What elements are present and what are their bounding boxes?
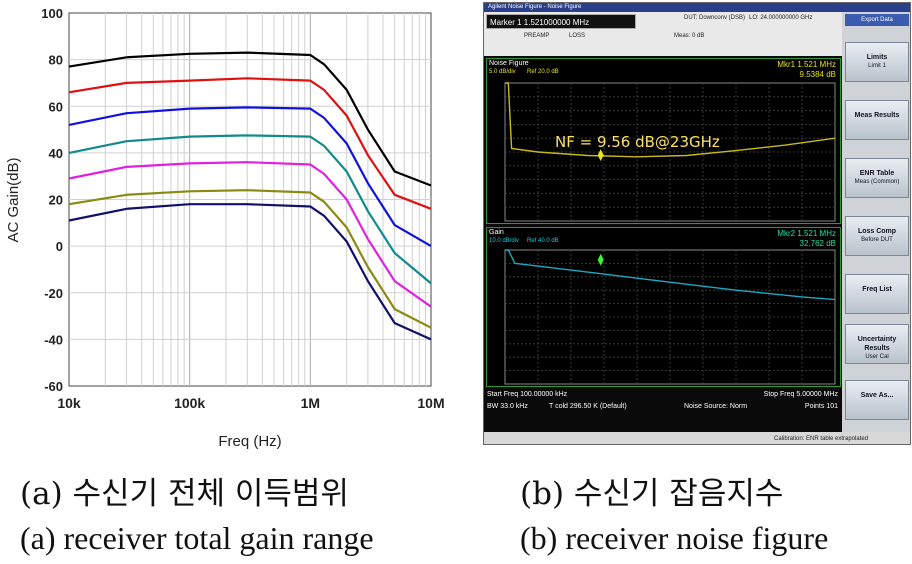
stop-freq: Stop Freq 5.00000 MHz [763,391,838,398]
x-tick-label: 1M [301,395,320,411]
status-bar: Calibration: ENR table extrapolated [484,432,910,444]
y-tick-label: 20 [49,193,63,208]
uncertainty-sub: User Cal [865,354,889,360]
y-tick-label: 60 [49,99,63,114]
nf-annotation: NF = 9.56 dB@23GHz [555,133,720,151]
bandwidth: BW 33.0 kHz [487,403,528,410]
y-tick-label: 40 [49,146,63,161]
save-as-softkey[interactable]: Save As... [845,380,909,420]
nf-scale: 5.0 dB/div [489,69,516,75]
limits-label: Limits [866,54,888,61]
meas-results-softkey[interactable]: Meas Results [845,100,909,140]
series-line-4 [68,134,432,285]
x-tick-label: 10M [417,395,444,411]
uncertainty-label: Uncertainty Results [857,336,897,352]
caption-b-korean: (b) 수신기 잡음지수 [520,476,784,512]
noise-source: Noise Source: Norm [684,403,748,410]
series-group [68,51,432,341]
pane-trace [505,249,836,301]
enr-sub: Meas (Common) [854,179,900,185]
marker-diamond[interactable] [597,253,604,266]
uncertainty-softkey[interactable]: Uncertainty Results User Cal [845,324,909,364]
series-line-1 [68,51,432,187]
y-tick-label: 100 [41,6,63,21]
gain-pane-title: Gain [489,229,504,236]
gain-chart: 100 80 60 40 20 0 -20 -40 -60 10k 100k 1M 10M AC Ga… [5,6,445,450]
marker-diamond[interactable] [597,149,604,162]
softkey-panel: Export Data Limits Limit 1 Meas Results E… [842,12,910,432]
status-message: Calibration: ENR table extrapolated [774,436,869,442]
enr-table-softkey[interactable]: ENR Table Meas (Common) [845,158,909,198]
y-tick-label: -20 [44,286,63,301]
gain-plot [504,249,836,385]
caption-a-english: (a) receiver total gain range [20,520,374,556]
nf-ref: Ref 20.0 dB [527,69,559,75]
series-line-2 [68,77,432,210]
loss-comp-label: Loss Comp [857,228,897,235]
nf-marker-freq: Mkr1 1.521 MHz [777,60,836,69]
series-line-3 [68,106,432,248]
loss-sub: Before DUT [861,237,893,243]
loss-comp-softkey[interactable]: Loss Comp Before DUT [845,216,909,256]
dut-label: DUT: Downconv (DSB) [684,15,746,21]
meas-label: Meas: 0 dB [674,33,705,39]
preamp-label: PREAMP [524,33,550,39]
t-cold: T cold 296.50 K (Default) [549,403,627,410]
limits-softkey[interactable]: Limits Limit 1 [845,42,909,82]
freq-list-softkey[interactable]: Freq List [845,274,909,314]
window-title: Agilent Noise Figure - Noise Figure [484,3,910,12]
noise-figure-analyzer-screen: Agilent Noise Figure - Noise Figure DUT:… [483,2,911,445]
caption-b-english: (b) receiver noise figure [520,520,829,556]
pane-trace [505,82,836,158]
nf-plot [504,82,836,222]
series-line-6 [68,189,432,329]
noise-figure-pane: Noise Figure 5.0 dB/div Ref 20.0 dB Mkr1… [486,58,841,224]
gain-scale: 10.0 dB/div [489,238,520,244]
gain-pane: Gain 10.0 dB/div Ref 40.0 dB Mkr2 1.521 … [486,227,841,387]
caption-a-korean: (a) 수신기 전체 이득범위 [20,476,349,512]
freq-list-label: Freq List [862,286,892,293]
limits-sub: Limit 1 [868,63,886,69]
nf-pane-title: Noise Figure [489,60,529,67]
save-as-label: Save As... [860,392,894,399]
y-tick-label: 0 [56,239,63,254]
sweep-info-bar: Start Freq 100.00000 kHz Stop Freq 5.000… [484,389,842,413]
gain-marker-value: 32.762 dB [799,239,836,248]
marker-readout[interactable]: Marker 1 1.521000000 MHz [486,14,636,29]
points: Points 101 [804,403,838,410]
x-ticks: 10k 100k 1M 10M [57,395,444,411]
nf-marker-value: 9.5384 dB [799,70,836,79]
y-tick-label: -60 [44,379,63,394]
series-line-7 [68,203,432,341]
meas-results-label: Meas Results [854,112,900,119]
x-tick-label: 100k [174,395,205,411]
x-axis-label: Freq (Hz) [218,433,281,450]
export-data-softkey[interactable]: Export Data [845,14,909,26]
y-ticks: 100 80 60 40 20 0 -20 -40 -60 [41,6,63,394]
gain-marker-freq: Mkr2 1.521 MHz [777,229,836,238]
y-tick-label: -40 [44,332,63,347]
y-axis-label: AC Gain(dB) [5,157,22,242]
start-freq: Start Freq 100.00000 kHz [487,391,568,398]
gain-ref: Ref 40.0 dB [527,238,559,244]
lo-label: LO: 24.000000000 GHz [749,15,813,21]
series-line-5 [68,161,432,308]
y-tick-label: 80 [49,53,63,68]
loss-label: LOSS [569,33,586,39]
enr-table-label: ENR Table [859,170,895,177]
x-tick-label: 10k [57,395,81,411]
